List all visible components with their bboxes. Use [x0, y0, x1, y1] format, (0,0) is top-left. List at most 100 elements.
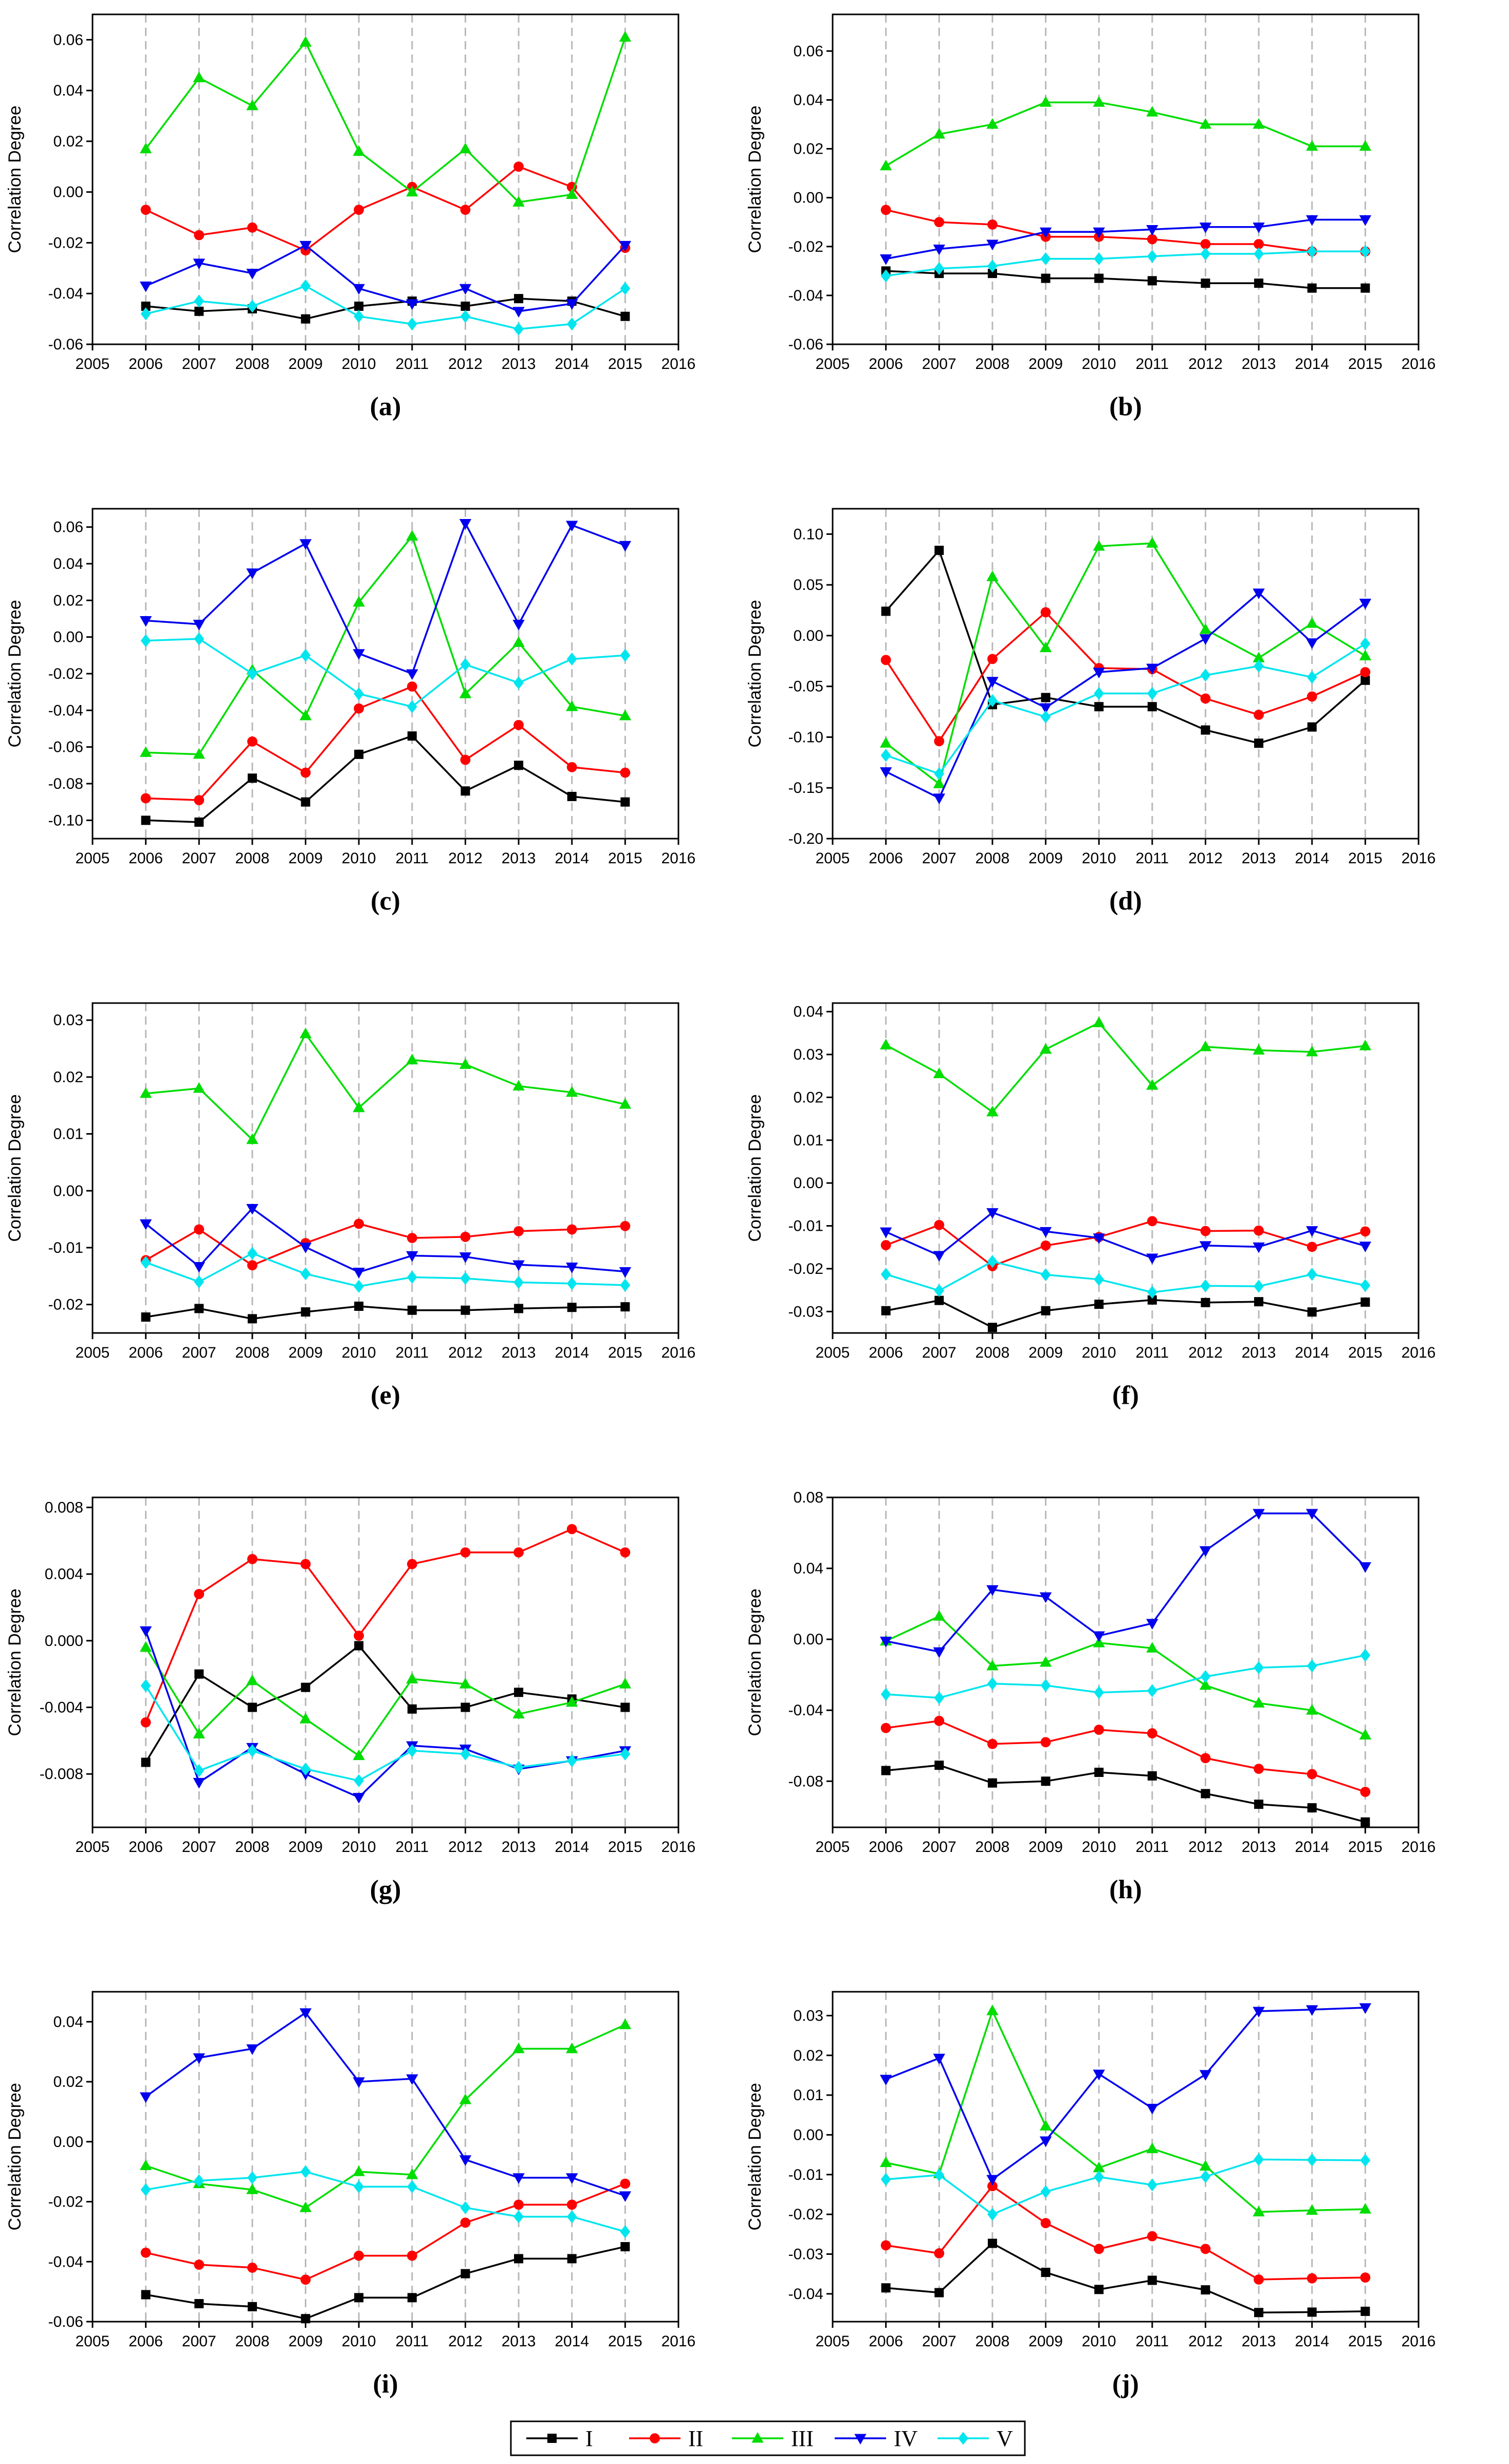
data-point-I	[407, 731, 417, 741]
data-point-V	[1040, 252, 1051, 266]
x-tick-label: 2007	[182, 356, 216, 373]
x-tick-label: 2010	[342, 1344, 376, 1361]
plot-frame	[91, 1496, 679, 1828]
x-tick-label: 2015	[1348, 356, 1383, 373]
data-point-III	[459, 688, 472, 698]
data-point-III	[986, 1105, 999, 1117]
chart-panel-g: 2005 2006 2007 2008 2009 2010 2011 2012 2013 2014…	[5, 1496, 695, 1904]
data-point-III	[139, 2159, 152, 2171]
data-point-I	[141, 2290, 151, 2300]
y-axis-title: Correlation Degree	[5, 2083, 25, 2230]
data-point-I	[141, 1312, 151, 1322]
data-point-V	[247, 300, 257, 313]
data-point-IV	[1359, 599, 1372, 609]
data-point-V	[987, 2208, 998, 2221]
series-line-IV	[886, 218, 1366, 260]
data-point-III	[406, 2168, 418, 2179]
series-V	[880, 2153, 1371, 2221]
series-line-I	[886, 1764, 1366, 1823]
data-point-IV	[879, 254, 892, 265]
data-point-I	[354, 1301, 364, 1311]
series-line-I	[886, 270, 1366, 289]
data-point-I	[1041, 1306, 1051, 1316]
data-point-II	[987, 654, 998, 664]
data-point-III	[353, 1749, 365, 1761]
x-tick-label: 2009	[1028, 1839, 1063, 1856]
series-line-I	[886, 2242, 1366, 2313]
x-tick-label: 2013	[502, 1839, 536, 1856]
data-point-I	[407, 1704, 417, 1714]
y-tick-label: 0.10	[794, 526, 823, 543]
data-point-I	[1094, 1300, 1104, 1309]
data-point-I	[1307, 283, 1317, 293]
data-point-III	[879, 1039, 892, 1050]
series-V	[880, 1255, 1371, 1299]
data-point-V	[1200, 247, 1211, 261]
data-point-V	[460, 1747, 471, 1761]
data-point-V	[1254, 1661, 1264, 1674]
data-point-II	[460, 2217, 471, 2228]
plot-frame	[832, 508, 1420, 840]
data-point-II	[247, 1554, 257, 1564]
data-point-I	[934, 545, 944, 555]
y-tick-label: 0.004	[45, 1566, 83, 1583]
x-tick-label: 2013	[1242, 2333, 1276, 2350]
data-point-V	[566, 1277, 577, 1290]
data-point-IV	[986, 2175, 999, 2186]
data-point-IV	[1306, 638, 1318, 649]
x-tick-label: 2006	[128, 1839, 163, 1856]
data-point-III	[512, 636, 525, 647]
chart-panel-a: 2005 2006 2007 2008 2009 2010 2011 2012 2013 2014…	[5, 13, 695, 421]
data-point-I	[1201, 1298, 1210, 1307]
data-point-V	[513, 1761, 524, 1774]
x-tick-label: 2005	[76, 1344, 110, 1361]
data-point-II	[620, 1221, 631, 1231]
series-II	[140, 1524, 631, 1728]
x-tick-label: 2010	[1082, 2333, 1116, 2350]
series-line-III	[145, 1646, 625, 1757]
legend: I II III IV V	[510, 2420, 1026, 2456]
data-point-IV	[299, 1243, 312, 1254]
data-point-I	[301, 1307, 310, 1317]
data-point-V	[194, 2174, 205, 2188]
x-tick-label: 2014	[1295, 356, 1329, 373]
data-point-V	[513, 676, 524, 690]
series-I	[881, 1295, 1370, 1332]
data-point-II	[354, 205, 364, 215]
data-point-IV	[986, 677, 999, 688]
data-point-V	[1040, 710, 1051, 724]
x-tick-label: 2014	[555, 1839, 589, 1856]
legend-item-V: V	[937, 2426, 1013, 2451]
data-point-IV	[933, 244, 945, 255]
y-tick-label: 0.03	[794, 2007, 823, 2024]
data-point-II	[934, 736, 945, 747]
y-tick-label: 0.02	[53, 2073, 83, 2090]
series-III	[879, 96, 1372, 171]
data-point-I	[1041, 693, 1051, 702]
y-axis-title: Correlation Degree	[745, 105, 765, 253]
series-II	[140, 2178, 631, 2285]
series-line-II	[145, 1222, 625, 1267]
chart-panel-j: 2005 2006 2007 2008 2009 2010 2011 2012 2013 2014…	[745, 1991, 1436, 2399]
series-line-IV	[885, 591, 1366, 800]
data-point-III	[619, 2018, 632, 2029]
x-tick-label: 2008	[235, 1839, 270, 1856]
x-tick-label: 2005	[76, 356, 110, 373]
y-tick-label: -0.008	[40, 1766, 83, 1783]
data-point-I	[620, 1702, 630, 1712]
series-III	[139, 1027, 632, 1144]
data-point-IV	[619, 1267, 632, 1278]
data-point-I	[461, 786, 470, 796]
y-tick-label: 0.06	[53, 31, 83, 48]
data-point-II	[300, 1559, 311, 1569]
data-point-IV	[1093, 1233, 1105, 1245]
x-tick-label: 2016	[1402, 850, 1436, 867]
data-point-III	[1306, 1704, 1318, 1715]
x-tick-label: 2016	[661, 850, 696, 867]
data-point-I	[1094, 702, 1104, 712]
x-tick-label: 2011	[396, 356, 429, 373]
y-tick-label: 0.02	[794, 2047, 823, 2064]
x-tick-label: 2014	[1295, 850, 1329, 867]
panel-label: (j)	[1112, 2369, 1139, 2399]
data-point-III	[299, 2201, 312, 2212]
